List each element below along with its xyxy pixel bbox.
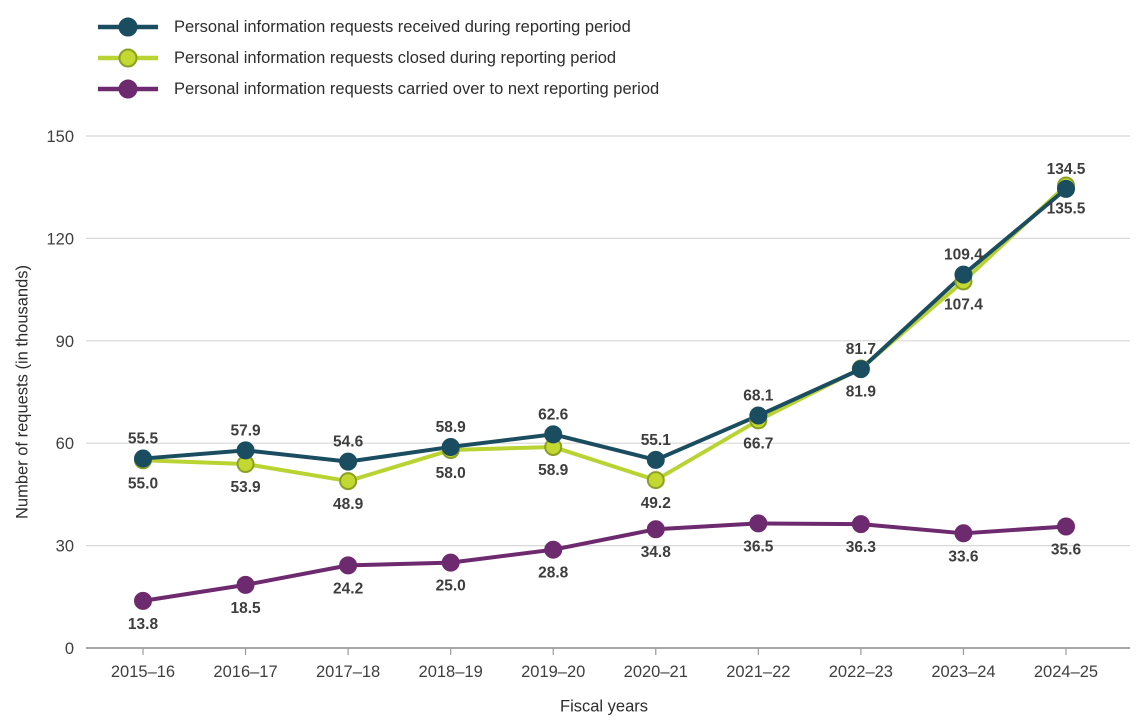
y-tick-label: 150 (46, 128, 74, 146)
data-label-received: 62.6 (538, 406, 569, 423)
x-tick-label: 2019–20 (521, 663, 585, 681)
data-label-received: 54.6 (333, 434, 364, 451)
legend-label-closed: Personal information requests closed dur… (174, 48, 617, 67)
x-tick-label: 2024–25 (1034, 663, 1098, 681)
data-label-closed: 48.9 (333, 496, 364, 513)
data-label-carried: 36.3 (846, 539, 877, 556)
x-tick-label: 2023–24 (931, 663, 995, 681)
series-line-closed (141, 183, 1068, 484)
data-point-received (441, 437, 460, 456)
data-point-received (339, 452, 358, 471)
x-axis-title: Fiscal years (559, 697, 649, 716)
data-point-received (851, 360, 870, 379)
y-axis-title: Number of requests (in thousands) (13, 264, 32, 520)
data-label-carried: 28.8 (538, 565, 569, 582)
data-point-received (954, 265, 973, 284)
data-label-carried: 33.6 (948, 548, 979, 565)
series-line-received (141, 186, 1068, 464)
data-label-closed: 53.9 (230, 479, 261, 496)
x-tick-label: 2020–21 (624, 663, 688, 681)
x-tick-label: 2015–16 (111, 663, 175, 681)
legend-line-marker-icon (98, 48, 158, 68)
data-label-carried: 24.2 (333, 580, 363, 597)
data-label-closed: 55.0 (128, 475, 158, 492)
legend-label-received: Personal information requests received d… (174, 17, 631, 36)
data-point-received (134, 449, 152, 468)
data-label-received: 58.9 (436, 419, 467, 436)
data-point-carried (749, 514, 768, 533)
y-tick-label: 30 (56, 538, 74, 556)
data-label-closed: 81.9 (846, 383, 877, 400)
data-point-received (749, 406, 768, 425)
data-point-carried (851, 515, 870, 534)
data-point-closed (646, 471, 665, 490)
data-point-received (544, 425, 563, 444)
legend-line-marker-icon (98, 17, 158, 37)
data-label-carried: 13.8 (128, 616, 159, 633)
chart-legend: Personal information requests received d… (96, 15, 659, 101)
legend-item-closed: Personal information requests closed dur… (96, 46, 659, 70)
legend-item-received: Personal information requests received d… (96, 15, 659, 39)
data-label-carried: 35.6 (1051, 541, 1082, 558)
data-point-carried (1057, 517, 1075, 536)
data-point-closed (339, 472, 358, 491)
data-label-closed: 107.4 (944, 296, 983, 313)
data-label-carried: 34.8 (641, 544, 672, 561)
data-label-received: 55.1 (641, 432, 672, 449)
data-point-carried (236, 575, 255, 594)
x-tick-label: 2018–19 (419, 663, 483, 681)
y-tick-label: 60 (56, 435, 74, 453)
data-label-received: 109.4 (944, 247, 983, 264)
data-label-closed: 49.2 (641, 495, 671, 512)
y-tick-label: 0 (65, 640, 74, 658)
data-label-carried: 36.5 (743, 538, 774, 555)
x-tick-label: 2021–22 (726, 663, 790, 681)
legend-item-carried: Personal information requests carried ov… (96, 77, 659, 101)
series-line-carried (141, 521, 1068, 603)
data-point-carried (544, 540, 563, 559)
data-label-received: 55.5 (128, 431, 159, 448)
x-tick-label: 2022–23 (829, 663, 893, 681)
data-point-carried (134, 591, 152, 610)
x-tick-label: 2016–17 (213, 663, 277, 681)
data-label-closed: 58.9 (538, 462, 569, 479)
data-label-received: 81.7 (846, 341, 876, 358)
data-point-received (646, 450, 665, 469)
data-point-carried (954, 524, 973, 543)
legend-label-carried: Personal information requests carried ov… (174, 79, 660, 98)
data-label-closed: 135.5 (1047, 200, 1086, 217)
data-label-closed: 58.0 (436, 465, 466, 482)
data-label-received: 68.1 (743, 388, 774, 405)
data-point-carried (441, 553, 460, 572)
data-point-received (1057, 179, 1075, 198)
data-point-carried (646, 520, 665, 539)
y-tick-label: 90 (56, 333, 74, 351)
y-tick-label: 120 (46, 230, 74, 248)
data-label-closed: 66.7 (743, 435, 773, 452)
data-label-carried: 25.0 (436, 578, 466, 595)
data-point-carried (339, 556, 358, 575)
legend-line-marker-icon (98, 79, 158, 99)
data-label-received: 134.5 (1047, 161, 1086, 178)
data-point-received (236, 441, 255, 460)
x-tick-label: 2017–18 (316, 663, 380, 681)
data-label-received: 57.9 (230, 422, 261, 439)
data-label-carried: 18.5 (230, 600, 261, 617)
